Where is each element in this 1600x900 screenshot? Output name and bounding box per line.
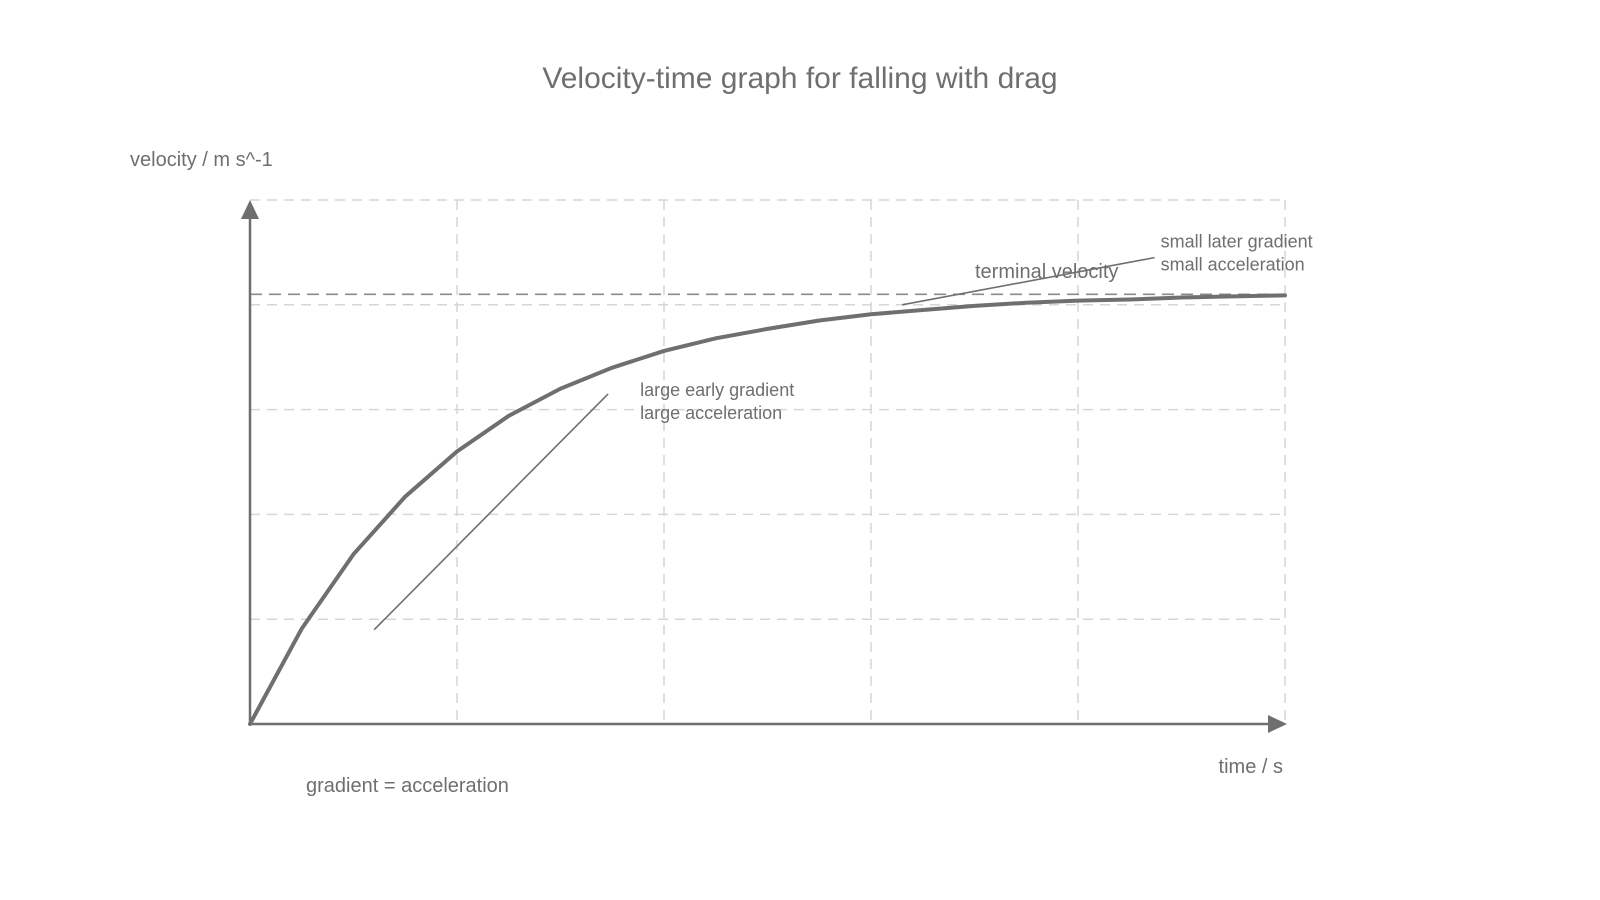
tangent-line-late (901, 256, 1155, 306)
footnote-gradient: gradient = acceleration (306, 775, 509, 797)
grid (250, 199, 1286, 724)
chart-title: Velocity-time graph for falling with dra… (542, 62, 1057, 95)
x-axis-label: time / s (1219, 756, 1283, 778)
series-layer (248, 293, 1287, 726)
tangent-layer (373, 256, 1155, 631)
x-axis-arrow-icon (1268, 715, 1287, 733)
tangent-label-late: small acceleration (1161, 255, 1305, 275)
tangent-label-early: large early gradient (640, 380, 794, 400)
velocity-curve (248, 293, 1287, 726)
tangent-label-late: small later gradient (1161, 232, 1313, 252)
terminal-velocity-label: terminal velocity (975, 261, 1118, 283)
tangent-label-early: large acceleration (640, 403, 782, 423)
axes (241, 200, 1287, 733)
y-axis-label: velocity / m s^-1 (130, 149, 273, 171)
y-axis-arrow-icon (241, 200, 259, 219)
tangent-labels: large early gradient large acceleration sm… (640, 232, 1313, 423)
tangent-line-early (373, 393, 609, 631)
